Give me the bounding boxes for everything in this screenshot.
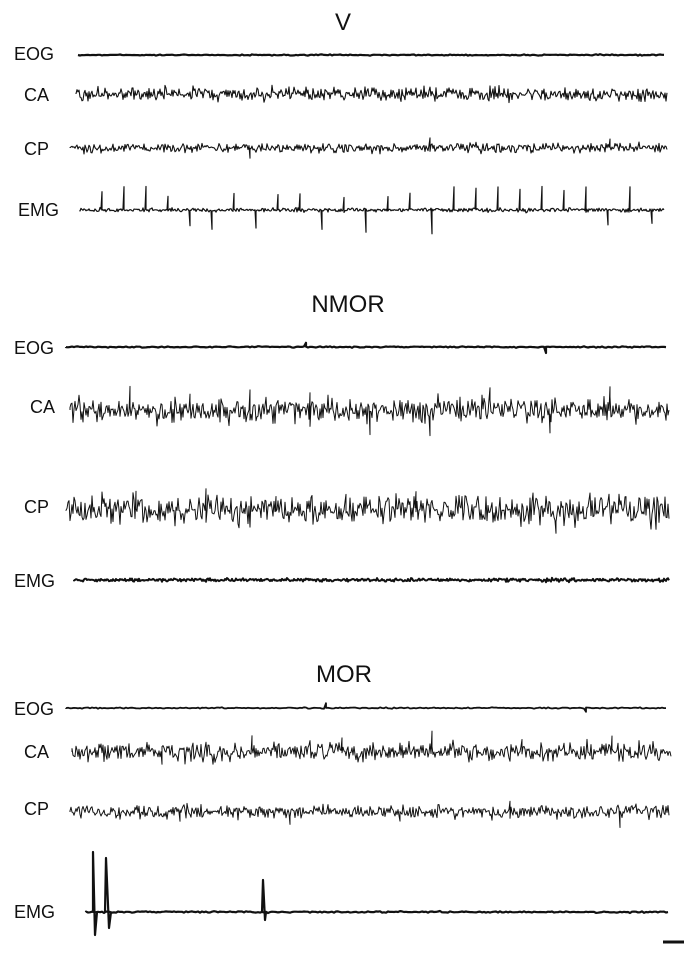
panel-nmor: NMOR EOG CA CP EMG <box>14 291 670 591</box>
channel-label-eog: EOG <box>14 44 54 64</box>
trace-cp <box>69 137 668 159</box>
panel-v: V EOG CA CP EMG <box>14 9 668 235</box>
channel-label-emg: EMG <box>18 200 59 220</box>
trace-eog <box>77 53 665 57</box>
channel-label-cp: CP <box>24 497 49 517</box>
panel-nmor-traces <box>64 341 670 584</box>
channel-label-ca: CA <box>24 742 49 762</box>
panel-mor-traces <box>65 702 672 937</box>
panel-mor: MOR EOG CA CP EMG <box>14 661 672 937</box>
trace-cp <box>69 800 670 828</box>
trace-ca <box>71 730 672 765</box>
channel-label-eog: EOG <box>14 338 54 358</box>
panel-title: MOR <box>316 661 372 688</box>
panel-title: NMOR <box>311 291 384 318</box>
panel-title: V <box>335 9 351 36</box>
channel-label-ca: CA <box>24 85 49 105</box>
channel-label-emg: EMG <box>14 902 55 922</box>
trace-emg <box>84 850 669 937</box>
channel-label-eog: EOG <box>14 699 54 719</box>
trace-ca <box>75 84 668 104</box>
panel-v-traces <box>69 53 668 235</box>
trace-emg <box>73 576 670 584</box>
trace-cp <box>65 488 670 534</box>
channel-label-emg: EMG <box>14 571 55 591</box>
trace-ca <box>69 385 670 437</box>
channel-label-cp: CP <box>24 799 49 819</box>
channel-label-ca: CA <box>30 397 55 417</box>
channel-label-cp: CP <box>24 139 49 159</box>
trace-eog <box>65 702 666 713</box>
trace-eog <box>64 341 667 355</box>
trace-emg <box>79 185 665 235</box>
